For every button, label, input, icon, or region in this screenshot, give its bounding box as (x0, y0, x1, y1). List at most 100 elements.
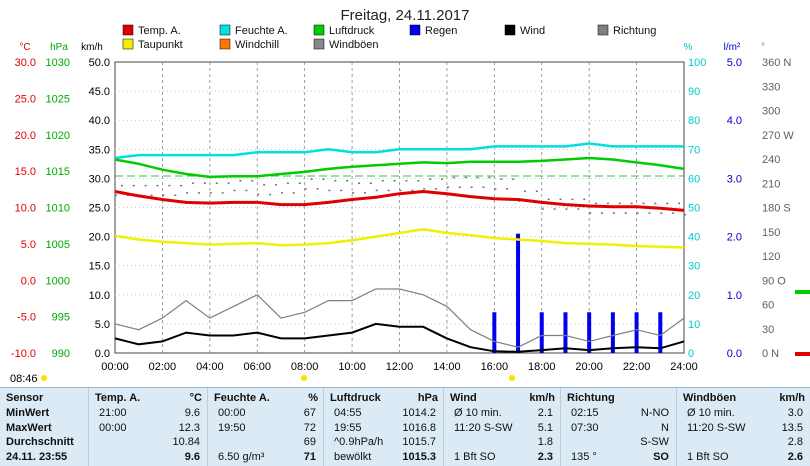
direction-dot (523, 190, 526, 193)
direction-dot (346, 180, 349, 182)
direction-dot (286, 182, 289, 184)
direction-dot (446, 186, 449, 188)
legend-label: Windchill (235, 39, 279, 51)
direction-dot (209, 192, 212, 194)
press-tick-label: 995 (52, 312, 70, 324)
direction-dot (381, 180, 384, 182)
direction-dot (423, 188, 426, 190)
direction-dot (476, 176, 479, 179)
dir-tick-label: 90 O (762, 275, 786, 287)
wind-tick-label: 20.0 (89, 232, 110, 244)
table-section-title: Temp. A. (95, 392, 141, 404)
press-tick-label: 1025 (46, 93, 70, 105)
table-section: Sensor MinWert MaxWert Durchschnitt 24.11. 2… (0, 388, 88, 466)
direction-dot (660, 212, 663, 214)
wind-tick-label: 30.0 (89, 173, 110, 185)
time-tick-label: 12:00 (386, 361, 414, 373)
direction-dot (280, 192, 283, 194)
direction-dot (500, 178, 503, 180)
time-tick-label: 02:00 (149, 361, 177, 373)
time-tick-label: 18:00 (528, 361, 556, 373)
wind-tick-label: 50.0 (89, 57, 110, 69)
table-section-unit: °C (189, 392, 202, 404)
legend-swatch (219, 38, 231, 50)
direction-dot (263, 184, 266, 186)
direction-dot (417, 180, 420, 182)
table-value: 2.8 (787, 436, 803, 448)
direction-dot (387, 189, 390, 192)
direction-dot (328, 189, 331, 192)
table-section-unit: km/h (779, 392, 805, 404)
direction-dot (245, 189, 248, 192)
rain-tick-label: 0.0 (727, 348, 742, 360)
time-tick-label: 04:00 (196, 361, 224, 373)
table-value: 72 (303, 421, 316, 434)
dir-tick-label: 360 N (762, 57, 791, 69)
direction-dot (298, 182, 301, 184)
hum-tick-label: 0 (688, 348, 694, 360)
wind-tick-label: 15.0 (89, 261, 110, 273)
press-tick-label: 990 (52, 348, 70, 360)
direction-dot (304, 188, 307, 190)
rain-bar (516, 233, 521, 353)
series-line-feuchte-a- (114, 142, 684, 160)
press-tick-label: 1020 (46, 130, 70, 142)
rain-tick-label: 3.0 (727, 173, 742, 185)
time-tick-label: 22:00 (623, 361, 651, 373)
direction-dot (251, 180, 254, 182)
sun-icon (41, 375, 47, 381)
wind-tick-label: 10.0 (89, 290, 110, 302)
dir-tick-label: 60 (762, 300, 774, 312)
direction-dot (316, 188, 319, 190)
table-section: Luftdruck hPa 04:55 1014.2 19:55 1016.8 ^0.9hP… (323, 388, 444, 466)
hum-tick-label: 90 (688, 86, 700, 98)
table-cell: 19:50 (218, 421, 246, 434)
rain-tick-label: 4.0 (727, 115, 742, 127)
direction-dot (197, 192, 200, 194)
series-line-wind (114, 322, 685, 353)
rain-bar (587, 312, 592, 353)
direction-dot (541, 208, 544, 210)
legend-swatch (122, 24, 134, 36)
summary-table: Sensor MinWert MaxWert Durchschnitt 24.11. 2… (0, 387, 810, 466)
direction-dot (369, 182, 372, 184)
table-value: 5.1 (537, 421, 553, 434)
direction-dot (606, 202, 609, 205)
direction-dot (648, 212, 651, 214)
table-cell: MinWert (6, 407, 50, 419)
direction-dot (547, 198, 550, 201)
dir-tick-label: 180 S (762, 203, 791, 215)
wind-tick-label: 5.0 (95, 319, 110, 331)
table-section-unit: km/h (529, 392, 555, 404)
wind-tick-label: 35.0 (89, 144, 110, 156)
table-section: Windböen km/h Ø 10 min. 3.0 11:20 S-SW 13.5 2.… (676, 388, 810, 466)
direction-dot (512, 178, 515, 180)
direction-dot (221, 192, 224, 194)
direction-dot (464, 176, 467, 179)
direction-dot (612, 212, 615, 214)
direction-dot (601, 212, 604, 214)
direction-dot (292, 192, 295, 194)
rain-bar (563, 312, 568, 353)
table-value: 1015.7 (402, 436, 436, 448)
legend-label: Feuchte A. (235, 25, 288, 37)
legend-label: Regen (425, 25, 457, 37)
legend-swatch (219, 24, 231, 36)
direction-dot (435, 188, 438, 190)
table-cell: 1 Bft SO (454, 450, 496, 463)
wind-tick-label: 40.0 (89, 115, 110, 127)
press-tick-label: 1010 (46, 203, 70, 215)
hum-tick-label: 80 (688, 115, 700, 127)
direction-dot (340, 189, 343, 192)
table-cell: 135 ° (571, 450, 597, 463)
legend-swatch (122, 38, 134, 50)
legend-swatch (597, 24, 609, 36)
press-tick-label: 1030 (46, 57, 70, 69)
direction-dot (168, 184, 171, 187)
direction-dot (192, 182, 195, 184)
direction-dot (595, 202, 598, 205)
table-cell: 24.11. 23:55 (6, 450, 68, 463)
series-line-luftdruck (114, 156, 685, 179)
direction-dot (535, 190, 538, 193)
direction-dot (257, 193, 260, 196)
